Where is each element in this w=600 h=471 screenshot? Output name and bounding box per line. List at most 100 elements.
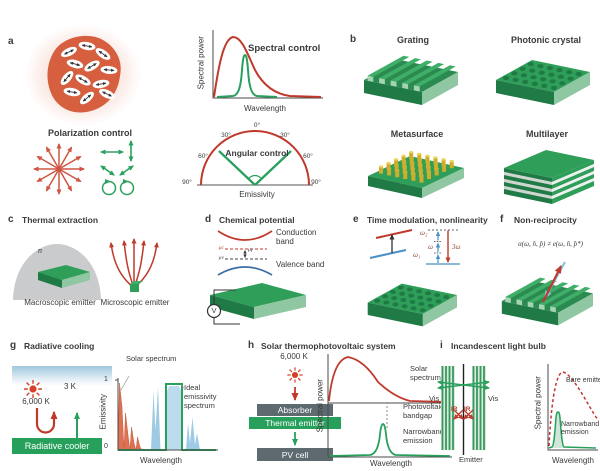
valence-band-label: Valence band — [276, 260, 325, 269]
macroscopic-emitter-illustration — [13, 244, 101, 300]
angle-tick-60-left: 60° — [198, 153, 208, 160]
time-modulation-title: Time modulation, nonlinearity — [367, 215, 488, 225]
omega1-label: ω₁ — [413, 251, 421, 259]
wavelength-axis-label-i: Wavelength — [552, 456, 594, 465]
incandescent-title: Incandescent light bulb — [451, 341, 546, 351]
radiative-cooler-label: Radiative cooler — [24, 441, 90, 451]
emissivity-tick-0: 0 — [104, 443, 108, 450]
emission-down-arrow — [292, 432, 298, 446]
panel-c-letter: c — [8, 214, 14, 225]
angle-tick-30-right: 30° — [280, 132, 290, 139]
panel-h-letter: h — [248, 340, 255, 351]
metasurface-illustration — [368, 151, 464, 198]
microscopic-emitter-label: Microscopic emitter — [100, 298, 170, 307]
multilayer-label: Multilayer — [525, 129, 568, 139]
solar-spectrum-label-g: Solar spectrum — [126, 354, 177, 363]
grating-label: Grating — [396, 35, 429, 45]
refractive-index-label: n — [38, 246, 42, 255]
solar-spectrum-label-h: Solar spectrum — [410, 364, 441, 382]
photonic-crystal-label: Photonic crystal — [510, 35, 582, 45]
panel-e-letter: e — [353, 214, 359, 225]
sunlight-down-arrow — [291, 387, 299, 401]
voltage-source-label: V — [211, 306, 217, 315]
sun-temperature-label-h: 6,000 K — [280, 352, 308, 361]
radiative-cooling-chart — [115, 375, 218, 451]
stpv-spectra-chart — [327, 354, 452, 458]
wavelength-axis-label-g: Wavelength — [140, 456, 182, 465]
emissivity-axis-label-g: Emissivity — [98, 393, 108, 430]
emitter-blob-illustration — [47, 35, 121, 113]
mu-v-label: μv — [218, 255, 224, 261]
wavelength-axis-label-a: Wavelength — [244, 104, 286, 113]
polarization-states-icon — [100, 140, 135, 196]
spectral-power-axis-label-i: Spectral power — [533, 376, 543, 430]
frequency-conversion-diagram — [369, 229, 460, 265]
reflected-sunlight-arrow — [35, 408, 58, 434]
angle-tick-90-left: 90° — [182, 179, 192, 186]
non-reciprocity-title: Non-reciprocity — [514, 215, 577, 225]
panel-b-letter: b — [350, 34, 357, 45]
grating-illustration — [358, 52, 463, 112]
angle-tick-60-right: 60° — [303, 153, 313, 160]
emissivity-tick-1: 1 — [104, 376, 108, 383]
biased-emitter-illustration — [206, 283, 306, 325]
three-omega-label: 3ω — [452, 243, 461, 251]
filtered-filament-illustration — [437, 364, 490, 455]
non-reciprocity-formula: α(ω, n̂, p̂) ≠ e(ω, n̂, p̂*) — [518, 240, 583, 248]
panel-a-letter: a — [8, 36, 14, 48]
non-reciprocal-grating-illustration — [495, 261, 600, 330]
space-temperature-label: 3 K — [64, 382, 77, 391]
panel-i-letter: i — [440, 340, 443, 351]
sun-temperature-label: 6,000 K — [22, 397, 50, 406]
omega-label: ω — [428, 243, 433, 251]
narrowband-emission-label-i: Narrowband emission — [561, 421, 600, 437]
thermal-emission-arrow — [74, 412, 80, 438]
chemical-potential-title: Chemical potential — [219, 215, 295, 225]
panel-d-letter: d — [205, 214, 212, 225]
sky-band — [12, 366, 112, 386]
polarization-control-label: Polarization control — [47, 128, 132, 138]
thermal-emitter-label: Thermal emitter — [265, 418, 325, 428]
spectral-power-axis-label-h: Spectral power — [315, 379, 325, 433]
vis-label-right: Vis — [488, 394, 499, 403]
angular-control-title: Angular control — [225, 148, 289, 158]
wavelength-axis-label-h: Wavelength — [370, 459, 412, 468]
macroscopic-emitter-label: Macroscopic emitter — [24, 298, 96, 307]
absorber-label: Absorber — [277, 405, 313, 415]
conduction-band-label: Conduction band — [276, 228, 317, 247]
panel-f-letter: f — [500, 214, 504, 225]
angle-tick-90-right: 90° — [311, 179, 321, 186]
photonic-crystal-illustration — [496, 60, 590, 105]
radiative-cooling-title: Radiative cooling — [24, 341, 95, 351]
band-diagram — [217, 230, 273, 276]
radiative-cooler-bar: Radiative cooler — [12, 438, 102, 454]
stpv-title: Solar thermophotovoltaic system — [261, 341, 396, 351]
spectral-control-chart — [212, 30, 323, 99]
panel-g-letter: g — [10, 340, 17, 351]
narrowband-emission-label-h: Narrowband emission — [403, 427, 444, 445]
unpolarized-arrows-icon — [33, 143, 85, 195]
omega2-label: ω₂ — [420, 229, 428, 237]
ir-label-left: IR — [451, 406, 458, 413]
thermal-emitter-bar: Thermal emitter — [249, 417, 341, 429]
bare-emitter-label: Bare emitter — [566, 377, 600, 384]
pv-cell-label: PV cell — [281, 449, 309, 460]
emitter-label: Emitter — [459, 455, 483, 464]
mu-c-label: μc — [218, 245, 224, 251]
sun-icon-h — [286, 366, 304, 384]
modulated-crystal-illustration — [367, 283, 457, 327]
microscopic-emitter-illustration — [109, 238, 159, 292]
emissivity-axis-label-a: Emissivity — [239, 190, 275, 199]
ir-label-right: IR — [464, 406, 471, 413]
angle-tick-30-left: 30° — [221, 132, 231, 139]
incandescent-spectra-chart — [547, 364, 599, 451]
ideal-emissivity-label: Ideal emissivity spectrum — [184, 383, 217, 410]
angle-tick-0: 0° — [253, 122, 261, 129]
angular-control-chart — [197, 130, 313, 186]
spectral-control-title: Spectral control — [248, 43, 321, 54]
mu-gamma-label: μγ — [248, 247, 253, 253]
spectral-power-axis-label: Spectral power — [196, 36, 206, 90]
multilayer-illustration — [504, 150, 594, 204]
vis-label-left: Vis — [429, 394, 440, 403]
